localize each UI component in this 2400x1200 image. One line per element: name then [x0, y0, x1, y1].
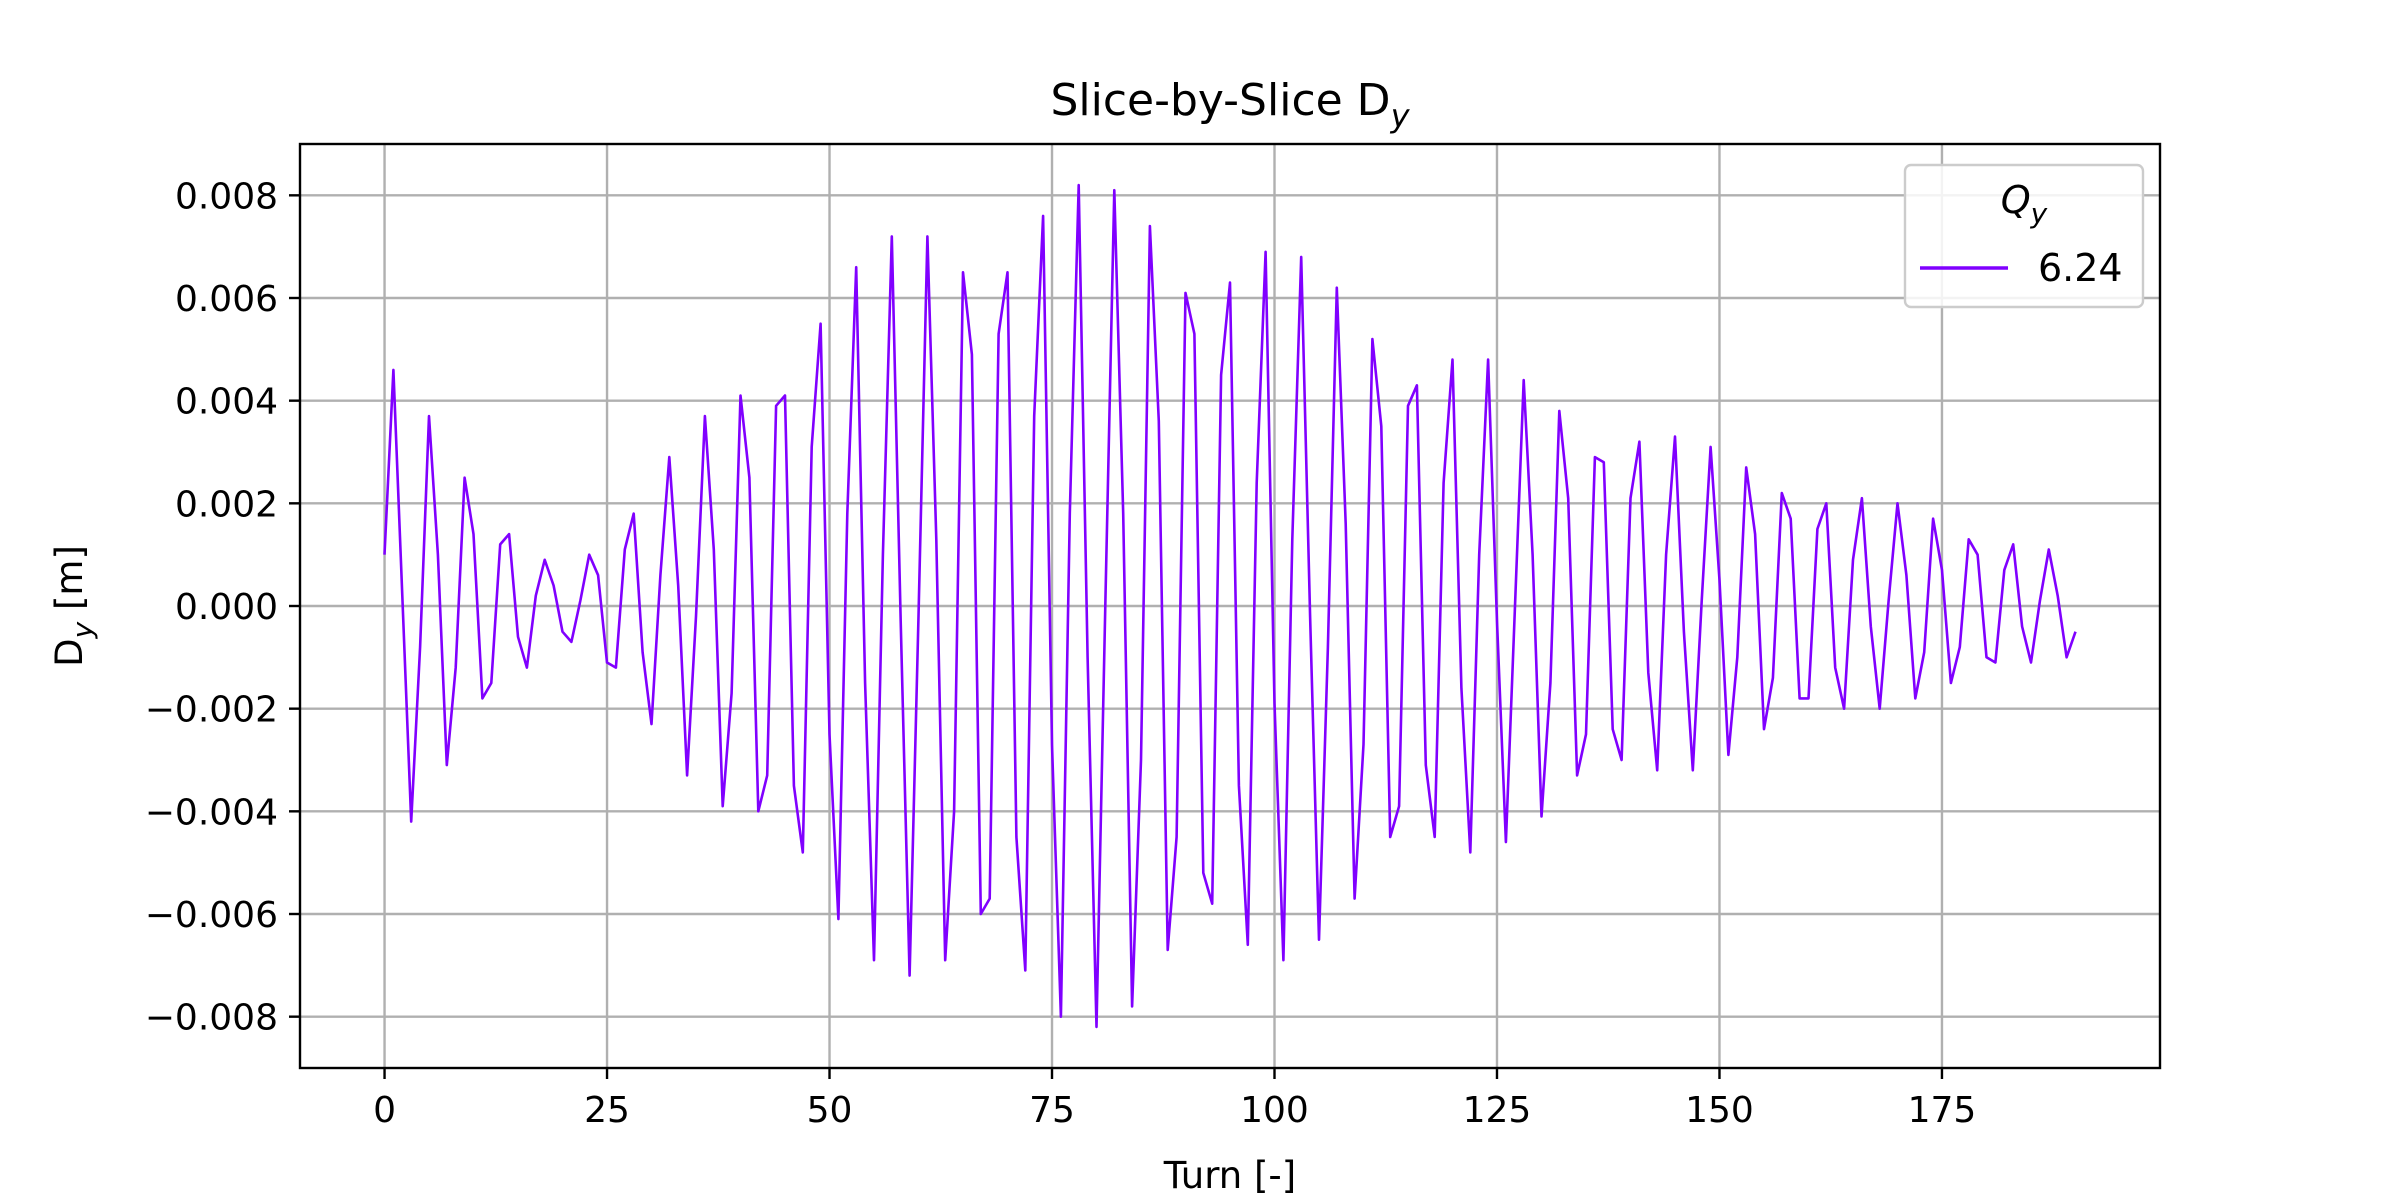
x-tick-label: 0	[373, 1090, 396, 1131]
y-tick-label: −0.008	[145, 998, 278, 1039]
legend-title-text: Q	[2001, 178, 2031, 222]
y-tick-label: −0.006	[145, 895, 278, 936]
x-axis: 0 25 50 75 100 125 150 175	[373, 1068, 1976, 1131]
x-tick-label: 100	[1240, 1090, 1309, 1131]
y-axis-label-text: D	[48, 638, 91, 667]
y-tick-label: −0.004	[145, 792, 278, 833]
x-tick-label: 175	[1908, 1090, 1977, 1131]
y-axis-label-unit: [m]	[48, 545, 91, 622]
legend-title: Qy	[2001, 178, 2048, 230]
x-axis-label: Turn [-]	[1163, 1154, 1296, 1197]
legend-title-subscript: y	[2030, 197, 2048, 230]
x-tick-label: 125	[1463, 1090, 1532, 1131]
chart-title: Slice-by-Slice Dy	[1050, 75, 1410, 135]
legend: Qy 6.24	[1903, 163, 2145, 309]
y-axis: 0.008 0.006 0.004 0.002 0.000 −0.002 −0.004 −0.…	[145, 176, 300, 1039]
grid	[300, 144, 2160, 1068]
y-tick-label: 0.004	[175, 382, 278, 423]
x-tick-label: 150	[1685, 1090, 1754, 1131]
legend-entry-label: 6.24	[2038, 246, 2123, 290]
y-tick-label: 0.000	[175, 587, 278, 628]
y-axis-label: Dy [m]	[48, 545, 99, 667]
y-axis-label-subscript: y	[66, 621, 99, 639]
chart-title-subscript: y	[1390, 97, 1411, 135]
x-tick-label: 50	[807, 1090, 853, 1131]
chart-title-text: Slice-by-Slice D	[1050, 75, 1390, 126]
y-tick-label: 0.002	[175, 484, 278, 525]
y-tick-label: 0.006	[175, 279, 278, 320]
legend-box	[1903, 163, 2145, 309]
series-layer	[383, 183, 2077, 1029]
y-tick-label: −0.002	[145, 690, 278, 731]
x-tick-label: 25	[584, 1090, 630, 1131]
y-tick-label: 0.008	[175, 176, 278, 217]
series-line-0	[383, 183, 2077, 1029]
x-tick-label: 75	[1029, 1090, 1075, 1131]
